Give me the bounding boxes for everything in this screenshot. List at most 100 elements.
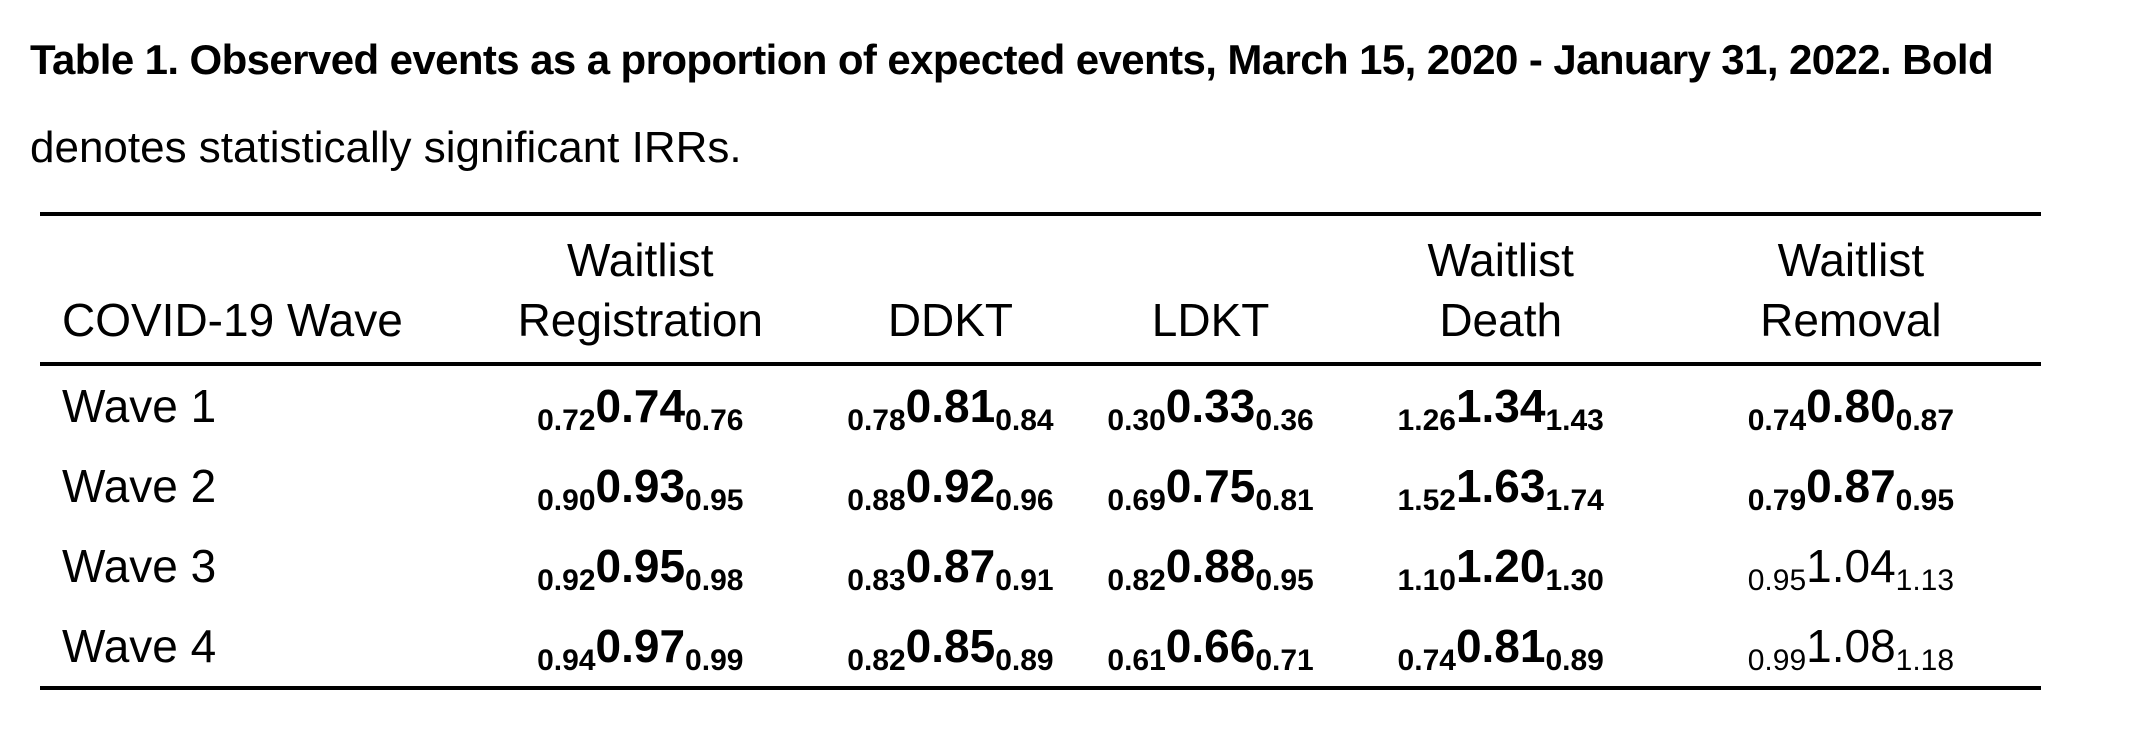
wave-label: Wave 4 (62, 620, 217, 672)
irr-cell: 0.820.850.89 (820, 606, 1080, 688)
ci-lower: 0.83 (847, 564, 906, 597)
irr-value: 0.92 (905, 460, 996, 512)
table-header: COVID-19 Wave Waitlist Registration DDKT… (40, 214, 2041, 366)
irr-cell: 0.991.081.18 (1661, 606, 2041, 688)
ci-upper: 1.18 (1895, 644, 1955, 677)
irr-value: 0.95 (595, 540, 686, 592)
irr-cell: 0.780.810.84 (820, 364, 1080, 446)
header-line-2: DDKT (887, 294, 1014, 346)
irr-table: COVID-19 Wave Waitlist Registration DDKT… (40, 212, 2041, 690)
ci-upper: 0.36 (1255, 404, 1314, 437)
ci-upper: 0.89 (995, 644, 1054, 677)
header-line-2: Death (1439, 294, 1563, 346)
irr-cell: 0.610.660.71 (1081, 606, 1341, 688)
irr-cell: 0.790.870.95 (1661, 446, 2041, 526)
ci-upper: 0.95 (1895, 484, 1955, 517)
header-value-column: DDKT (820, 214, 1081, 366)
header-line-1: Waitlist (1777, 234, 1925, 286)
header-value-column: Waitlist Death (1340, 214, 1661, 366)
irr-value: 0.93 (595, 460, 686, 512)
ci-upper: 0.98 (685, 564, 744, 597)
ci-upper: 1.30 (1545, 564, 1604, 597)
irr-cell: 0.720.740.76 (460, 364, 820, 446)
caption-regular-line: denotes statistically significant IRRs. (30, 123, 742, 172)
irr-cell: 1.261.341.43 (1341, 364, 1661, 446)
header-covid-19-wave: COVID-19 Wave (40, 214, 461, 366)
ci-upper: 1.74 (1545, 484, 1604, 517)
ci-lower: 0.99 (1747, 644, 1807, 677)
table-row: Wave 4 0.940.970.99 0.820.850.89 0.610.660… (40, 606, 2041, 688)
header-line-1: Waitlist (1427, 234, 1574, 286)
ci-lower: 0.95 (1747, 564, 1807, 597)
irr-cell: 0.740.800.87 (1661, 364, 2041, 446)
header-value-column: Waitlist Removal (1660, 214, 2041, 366)
irr-cell: 0.820.880.95 (1081, 526, 1341, 606)
irr-value: 0.81 (905, 380, 996, 432)
table-row: Wave 1 0.720.740.76 0.780.810.84 0.300.330… (40, 364, 2041, 446)
irr-value: 0.80 (1806, 380, 1896, 432)
caption-bold-line: Table 1. Observed events as a proportion… (30, 36, 1994, 83)
ci-lower: 0.61 (1107, 644, 1166, 677)
ci-lower: 0.90 (537, 484, 596, 517)
irr-cell: 0.830.870.91 (820, 526, 1080, 606)
ci-lower: 0.69 (1107, 484, 1166, 517)
irr-value: 1.34 (1455, 380, 1546, 432)
table-body: Wave 1 0.720.740.76 0.780.810.84 0.300.330… (40, 364, 2041, 688)
ci-lower: 0.30 (1107, 404, 1166, 437)
header-line-2: Removal (1760, 294, 1942, 346)
ci-upper: 0.99 (685, 644, 744, 677)
irr-value: 1.63 (1455, 460, 1546, 512)
irr-cell: 1.101.201.30 (1341, 526, 1661, 606)
header-line-2: LDKT (1151, 294, 1270, 346)
table-row: Wave 2 0.900.930.95 0.880.920.96 0.690.750… (40, 446, 2041, 526)
header-value-column: Waitlist Registration (460, 214, 821, 366)
header-value-column: LDKT (1080, 214, 1341, 366)
irr-value: 0.87 (1806, 460, 1896, 512)
table-caption: Table 1. Observed events as a proportion… (30, 16, 2114, 192)
page: { "title": { "line1_bold": "Table 1. Obs… (0, 16, 2144, 730)
ci-lower: 1.26 (1397, 404, 1456, 437)
header-line-1 (820, 230, 1080, 290)
wave-label: Wave 3 (62, 540, 217, 592)
ci-lower: 0.74 (1397, 644, 1456, 677)
irr-cell: 0.880.920.96 (820, 446, 1080, 526)
irr-cell: 0.920.950.98 (460, 526, 820, 606)
ci-upper: 1.13 (1895, 564, 1955, 597)
header-line-2: Registration (517, 294, 764, 346)
ci-lower: 0.92 (537, 564, 596, 597)
ci-upper: 1.43 (1545, 404, 1604, 437)
irr-value: 0.75 (1165, 460, 1256, 512)
irr-value: 1.04 (1806, 540, 1896, 592)
irr-cell: 1.521.631.74 (1341, 446, 1661, 526)
header-line-1 (1081, 230, 1341, 290)
wave-label: Wave 2 (62, 460, 217, 512)
ci-lower: 0.78 (847, 404, 906, 437)
ci-lower: 0.82 (1107, 564, 1166, 597)
ci-upper: 0.96 (995, 484, 1054, 517)
table-header-row: COVID-19 Wave Waitlist Registration DDKT… (40, 214, 2041, 366)
irr-value: 0.33 (1165, 380, 1256, 432)
ci-lower: 0.94 (537, 644, 596, 677)
ci-upper: 0.95 (685, 484, 744, 517)
ci-upper: 0.91 (995, 564, 1054, 597)
irr-value: 1.08 (1806, 620, 1896, 672)
ci-lower: 0.74 (1747, 404, 1807, 437)
wave-label: Wave 1 (62, 380, 217, 432)
irr-value: 0.88 (1165, 540, 1256, 592)
ci-upper: 0.89 (1545, 644, 1604, 677)
irr-value: 1.20 (1455, 540, 1546, 592)
irr-value: 0.74 (595, 380, 686, 432)
ci-lower: 1.10 (1397, 564, 1456, 597)
table-row: Wave 3 0.920.950.98 0.830.870.91 0.820.880… (40, 526, 2041, 606)
ci-upper: 0.84 (995, 404, 1054, 437)
ci-lower: 1.52 (1397, 484, 1456, 517)
irr-value: 0.66 (1165, 620, 1256, 672)
irr-cell: 0.300.330.36 (1081, 364, 1341, 446)
irr-cell: 0.740.810.89 (1341, 606, 1661, 688)
irr-value: 0.87 (905, 540, 996, 592)
header-line-1: Waitlist (567, 234, 714, 286)
irr-cell: 0.690.750.81 (1081, 446, 1341, 526)
irr-value: 0.85 (905, 620, 996, 672)
ci-upper: 0.87 (1895, 404, 1955, 437)
ci-upper: 0.71 (1255, 644, 1314, 677)
